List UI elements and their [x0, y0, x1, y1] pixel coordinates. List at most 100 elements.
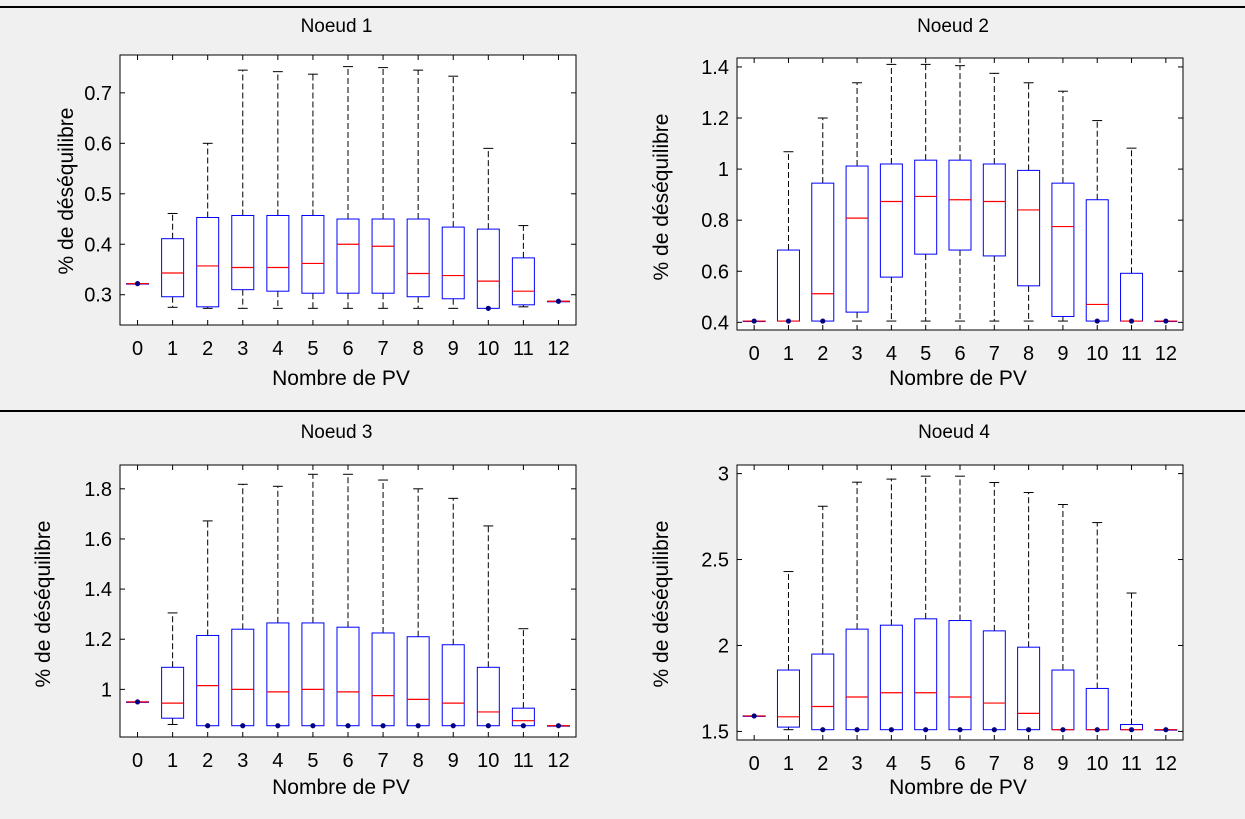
- boxplot-category-0: [126, 281, 150, 287]
- outlier-point: [1026, 727, 1032, 733]
- y-tick-label: 0.5: [84, 184, 112, 206]
- outlier-point: [520, 723, 526, 729]
- boxplot-category-1: [776, 151, 800, 324]
- x-tick-label: 0: [132, 750, 143, 772]
- box: [266, 214, 290, 292]
- x-axis-label: Nombre de PV: [272, 776, 410, 799]
- y-tick-label: 2: [718, 635, 729, 657]
- outlier-point: [1060, 727, 1066, 733]
- outlier-point: [751, 318, 757, 324]
- y-tick-label: 0.4: [701, 312, 729, 334]
- y-tick-label: 1.2: [84, 629, 112, 651]
- boxplot-category-2: [811, 117, 835, 324]
- x-tick-label: 2: [202, 338, 213, 360]
- outlier-point: [134, 281, 141, 287]
- x-tick-label: 5: [307, 338, 318, 360]
- boxplot-category-8: [1017, 492, 1041, 733]
- outlier-point: [1128, 727, 1135, 733]
- box: [161, 666, 185, 719]
- x-tick-label: 10: [1086, 343, 1108, 365]
- outlier-point: [205, 723, 211, 729]
- boxplot-category-6: [336, 473, 360, 729]
- boxplot-category-6: [948, 475, 972, 733]
- boxplot-category-9: [441, 497, 465, 729]
- box: [776, 669, 800, 728]
- y-tick-label: 1.4: [701, 57, 729, 79]
- separator-lines: [0, 6, 1245, 412]
- outlier-point: [275, 723, 281, 729]
- x-tick-label: 0: [132, 338, 143, 360]
- x-tick-label: 1: [167, 750, 178, 772]
- x-tick-label: 2: [817, 343, 828, 365]
- boxplot-category-9: [1051, 504, 1075, 733]
- chart-title: Noeud 2: [917, 16, 989, 37]
- box: [441, 226, 465, 300]
- outlier-point: [345, 723, 351, 729]
- box: [371, 218, 395, 294]
- boxplot-category-7: [371, 479, 395, 729]
- boxplot-category-5: [914, 475, 938, 733]
- boxplot-category-3: [231, 483, 255, 729]
- y-axis-label: % de déséquilibre: [32, 521, 55, 688]
- x-tick-label: 7: [989, 753, 1000, 775]
- outlier-point: [785, 318, 792, 324]
- boxplot-category-10: [476, 147, 500, 311]
- box: [231, 214, 255, 291]
- box: [406, 218, 430, 298]
- x-tick-label: 1: [783, 753, 794, 775]
- x-tick-label: 12: [547, 750, 569, 772]
- x-tick-label: 5: [920, 343, 931, 365]
- boxplot-category-11: [1120, 592, 1144, 733]
- y-tick-label: 0.8: [701, 210, 729, 232]
- y-tick-label: 0.7: [84, 83, 112, 105]
- box: [161, 238, 185, 298]
- boxplot-category-5: [301, 73, 325, 309]
- outlier-point: [854, 727, 860, 733]
- x-tick-label: 7: [378, 338, 389, 360]
- x-tick-label: 10: [477, 750, 499, 772]
- boxplot-category-7: [371, 67, 395, 309]
- y-tick-label: 1: [718, 159, 729, 181]
- boxplot-category-10: [1085, 120, 1109, 324]
- x-tick-label: 6: [342, 338, 353, 360]
- x-tick-label: 12: [1155, 753, 1177, 775]
- y-tick-label: 1.4: [84, 579, 112, 601]
- x-tick-label: 5: [307, 750, 318, 772]
- chart-panel-noeud-4: Noeud 4 % de déséquilibre Nombre de PV 1…: [650, 422, 1184, 799]
- box: [301, 214, 325, 294]
- x-tick-label: 1: [167, 338, 178, 360]
- boxplot-category-9: [441, 75, 465, 309]
- box: [914, 159, 938, 255]
- boxplot-category-11: [511, 628, 535, 729]
- outlier-point: [380, 723, 386, 729]
- x-tick-label: 8: [413, 338, 424, 360]
- x-tick-label: 11: [1121, 343, 1142, 365]
- box: [1017, 169, 1041, 287]
- y-tick-label: 1.5: [701, 721, 729, 743]
- boxplot-category-4: [266, 485, 290, 729]
- boxplot-category-1: [161, 612, 185, 725]
- boxplot-category-12: [546, 723, 570, 729]
- x-tick-label: 4: [272, 750, 283, 772]
- y-tick-label: 1: [101, 679, 112, 701]
- boxplot-category-12: [1154, 318, 1178, 324]
- chart-title: Noeud 1: [301, 16, 373, 37]
- chart-panel-noeud-1: Noeud 1 % de déséquilibre Nombre de PV 0…: [55, 16, 577, 390]
- x-tick-label: 4: [886, 753, 897, 775]
- x-tick-label: 11: [1121, 753, 1142, 775]
- chart-title: Noeud 3: [301, 422, 373, 443]
- y-tick-label: 1.6: [84, 529, 112, 551]
- outlier-point: [240, 723, 246, 729]
- y-tick-label: 0.4: [84, 234, 112, 256]
- x-tick-label: 9: [1057, 343, 1068, 365]
- outlier-point: [485, 305, 491, 311]
- boxplot-category-1: [776, 571, 800, 731]
- outlier-point: [991, 727, 997, 733]
- outlier-point: [923, 727, 929, 733]
- box: [1051, 182, 1075, 317]
- boxplot-category-4: [879, 478, 903, 733]
- boxplot-category-3: [845, 481, 869, 733]
- boxplot-category-7: [982, 72, 1006, 322]
